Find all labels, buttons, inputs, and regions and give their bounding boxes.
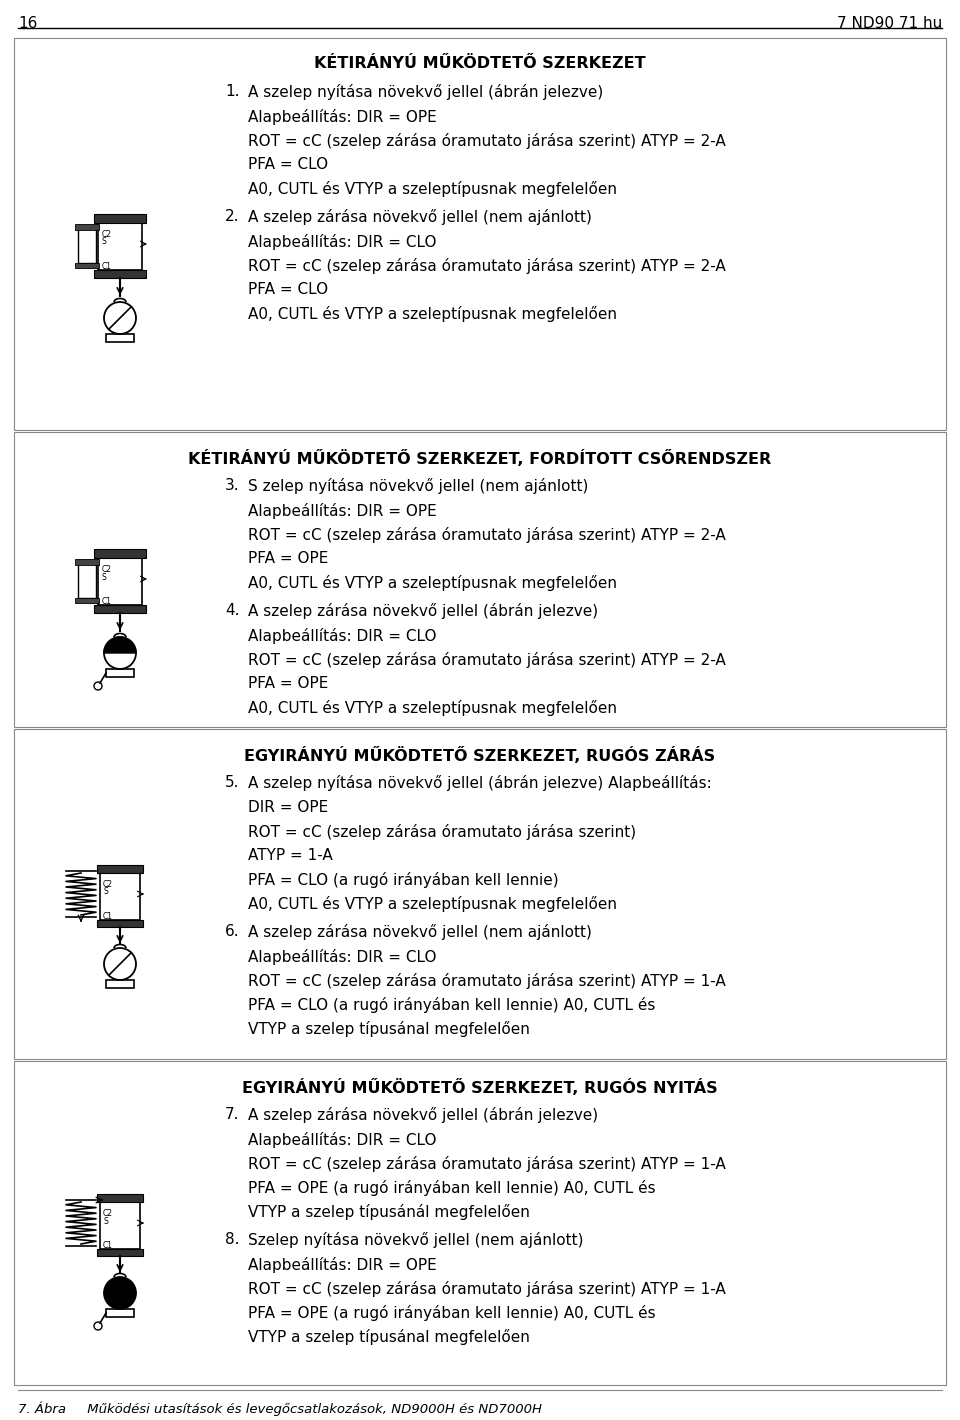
Bar <box>97 920 143 927</box>
Text: A szelep zárása növekvő jellel (ábrán jelezve): A szelep zárása növekvő jellel (ábrán je… <box>248 1108 598 1123</box>
Text: A szelep nyítása növekvő jellel (ábrán jelezve): A szelep nyítása növekvő jellel (ábrán j… <box>248 84 603 99</box>
Bar <box>14 432 946 727</box>
Text: ROT = cC (szelep zárása óramutato járása szerint) ATYP = 2-A: ROT = cC (szelep zárása óramutato járása… <box>248 652 726 667</box>
Bar <box>98 552 142 605</box>
Text: ATYP = 1-A: ATYP = 1-A <box>248 848 333 863</box>
Text: PFA = CLO (a rugó irányában kell lennie): PFA = CLO (a rugó irányában kell lennie) <box>248 872 559 888</box>
Bar <box>106 980 134 988</box>
Text: ROT = cC (szelep zárása óramutato járása szerint) ATYP = 2-A: ROT = cC (szelep zárása óramutato járása… <box>248 527 726 542</box>
Text: 4.: 4. <box>225 604 239 618</box>
Text: VTYP a szelep típusánál megfelelően: VTYP a szelep típusánál megfelelően <box>248 1204 530 1220</box>
Text: A szelep nyítása növekvő jellel (ábrán jelezve) Alapbeállítás:: A szelep nyítása növekvő jellel (ábrán j… <box>248 775 711 791</box>
Circle shape <box>104 1277 136 1309</box>
Bar <box>78 224 96 263</box>
Text: A szelep zárása növekvő jellel (nem ajánlott): A szelep zárása növekvő jellel (nem aján… <box>248 209 592 224</box>
Text: C2: C2 <box>103 1208 113 1218</box>
Text: DIR = OPE: DIR = OPE <box>248 799 328 815</box>
Text: PFA = CLO: PFA = CLO <box>248 158 328 172</box>
Bar <box>75 224 99 230</box>
Text: VTYP a szelep típusánal megfelelően: VTYP a szelep típusánal megfelelően <box>248 1021 530 1037</box>
Text: PFA = OPE: PFA = OPE <box>248 551 328 567</box>
Text: PFA = CLO (a rugó irányában kell lennie) A0, CUTL és: PFA = CLO (a rugó irányában kell lennie)… <box>248 997 656 1012</box>
Text: Alapbeállítás: DIR = OPE: Alapbeállítás: DIR = OPE <box>248 109 437 125</box>
Text: 7. Ábra     Működési utasítások és levegőcsatlakozások, ND9000H és ND7000H: 7. Ábra Működési utasítások és levegőcsa… <box>18 1402 542 1417</box>
Bar <box>78 559 96 598</box>
Text: Alapbeállítás: DIR = OPE: Alapbeállítás: DIR = OPE <box>248 503 437 518</box>
Text: ROT = cC (szelep zárása óramutato járása szerint) ATYP = 1-A: ROT = cC (szelep zárása óramutato járása… <box>248 973 726 988</box>
Text: KÉTIRÁNYÚ MŰKÖDTETŐ SZERKEZET: KÉTIRÁNYÚ MŰKÖDTETŐ SZERKEZET <box>314 55 646 71</box>
Text: S: S <box>103 1217 108 1225</box>
Text: 1.: 1. <box>225 84 239 99</box>
Text: EGYIRÁNYÚ MŰKÖDTETŐ SZERKEZET, RUGÓS ZÁRÁS: EGYIRÁNYÚ MŰKÖDTETŐ SZERKEZET, RUGÓS ZÁR… <box>245 747 715 764</box>
Text: A0, CUTL és VTYP a szeleptípusnak megfelelően: A0, CUTL és VTYP a szeleptípusnak megfel… <box>248 700 617 716</box>
Text: C1: C1 <box>103 1241 113 1250</box>
Text: 3.: 3. <box>225 479 240 493</box>
Bar <box>75 598 99 603</box>
Text: Alapbeállítás: DIR = CLO: Alapbeállítás: DIR = CLO <box>248 234 437 250</box>
Text: 7.: 7. <box>225 1108 239 1122</box>
Text: C1: C1 <box>103 912 113 922</box>
Text: ROT = cC (szelep zárása óramutato járása szerint) ATYP = 2-A: ROT = cC (szelep zárása óramutato járása… <box>248 133 726 149</box>
Text: Alapbeállítás: DIR = CLO: Alapbeállítás: DIR = CLO <box>248 628 437 645</box>
Bar <box>94 270 146 278</box>
Bar <box>94 214 146 223</box>
Text: 7 ND90 71 hu: 7 ND90 71 hu <box>837 16 942 31</box>
Text: S: S <box>103 888 108 896</box>
Bar <box>98 219 142 270</box>
Text: Szelep nyítása növekvő jellel (nem ajánlott): Szelep nyítása növekvő jellel (nem ajánl… <box>248 1233 584 1248</box>
Text: PFA = OPE (a rugó irányában kell lennie) A0, CUTL és: PFA = OPE (a rugó irányában kell lennie)… <box>248 1305 656 1321</box>
Bar <box>97 1250 143 1257</box>
Text: S zelep nyítása növekvő jellel (nem ajánlott): S zelep nyítása növekvő jellel (nem aján… <box>248 479 588 494</box>
Text: Alapbeállítás: DIR = CLO: Alapbeállítás: DIR = CLO <box>248 1132 437 1147</box>
Bar <box>75 263 99 268</box>
Bar <box>94 605 146 613</box>
Text: C1: C1 <box>102 263 112 271</box>
Text: C2: C2 <box>103 880 113 889</box>
Bar <box>14 728 946 1059</box>
Bar <box>106 334 134 342</box>
Text: S: S <box>102 237 107 247</box>
Text: A szelep zárása növekvő jellel (ábrán jelezve): A szelep zárása növekvő jellel (ábrán je… <box>248 604 598 619</box>
Text: C1: C1 <box>102 596 112 606</box>
Bar <box>94 550 146 558</box>
Polygon shape <box>104 638 136 653</box>
Bar <box>106 1309 134 1316</box>
Text: A0, CUTL és VTYP a szeleptípusnak megfelelően: A0, CUTL és VTYP a szeleptípusnak megfel… <box>248 180 617 197</box>
Text: VTYP a szelep típusánal megfelelően: VTYP a szelep típusánal megfelelően <box>248 1329 530 1345</box>
Text: Alapbeállítás: DIR = OPE: Alapbeállítás: DIR = OPE <box>248 1257 437 1272</box>
Text: C2: C2 <box>102 565 112 574</box>
Bar <box>100 868 140 920</box>
Bar <box>97 1194 143 1201</box>
Bar <box>75 559 99 565</box>
Text: A0, CUTL és VTYP a szeleptípusnak megfelelően: A0, CUTL és VTYP a szeleptípusnak megfel… <box>248 575 617 591</box>
Bar <box>14 38 946 430</box>
Text: PFA = OPE (a rugó irányában kell lennie) A0, CUTL és: PFA = OPE (a rugó irányában kell lennie)… <box>248 1180 656 1196</box>
Text: Alapbeállítás: DIR = CLO: Alapbeállítás: DIR = CLO <box>248 949 437 966</box>
Text: A0, CUTL és VTYP a szeleptípusnak megfelelően: A0, CUTL és VTYP a szeleptípusnak megfel… <box>248 305 617 322</box>
Bar <box>106 669 134 677</box>
Text: ROT = cC (szelep zárása óramutato járása szerint) ATYP = 1-A: ROT = cC (szelep zárása óramutato járása… <box>248 1281 726 1296</box>
Text: ROT = cC (szelep zárása óramutato járása szerint) ATYP = 2-A: ROT = cC (szelep zárása óramutato járása… <box>248 258 726 274</box>
Text: S: S <box>102 572 107 582</box>
Text: 8.: 8. <box>225 1233 239 1247</box>
Text: A szelep zárása növekvő jellel (nem ajánlott): A szelep zárása növekvő jellel (nem aján… <box>248 924 592 940</box>
Bar <box>14 1061 946 1384</box>
Text: 2.: 2. <box>225 209 239 224</box>
Text: ROT = cC (szelep zárása óramutato járása szerint): ROT = cC (szelep zárása óramutato járása… <box>248 824 636 841</box>
Text: 6.: 6. <box>225 924 240 939</box>
Text: 16: 16 <box>18 16 37 31</box>
Text: 5.: 5. <box>225 775 239 790</box>
Text: PFA = CLO: PFA = CLO <box>248 283 328 297</box>
Text: A0, CUTL és VTYP a szeleptípusnak megfelelően: A0, CUTL és VTYP a szeleptípusnak megfel… <box>248 896 617 912</box>
Bar <box>97 865 143 873</box>
Text: C2: C2 <box>102 230 112 239</box>
Text: PFA = OPE: PFA = OPE <box>248 676 328 692</box>
Text: ROT = cC (szelep zárása óramutato járása szerint) ATYP = 1-A: ROT = cC (szelep zárása óramutato járása… <box>248 1156 726 1172</box>
Text: EGYIRÁNYÚ MŰKÖDTETŐ SZERKEZET, RUGÓS NYITÁS: EGYIRÁNYÚ MŰKÖDTETŐ SZERKEZET, RUGÓS NYI… <box>242 1079 718 1096</box>
Text: KÉTIRÁNYÚ MŰKÖDTETŐ SZERKEZET, FORDÍTOTT CSŐRENDSZER: KÉTIRÁNYÚ MŰKÖDTETŐ SZERKEZET, FORDÍTOTT… <box>188 450 772 467</box>
Bar <box>100 1197 140 1250</box>
